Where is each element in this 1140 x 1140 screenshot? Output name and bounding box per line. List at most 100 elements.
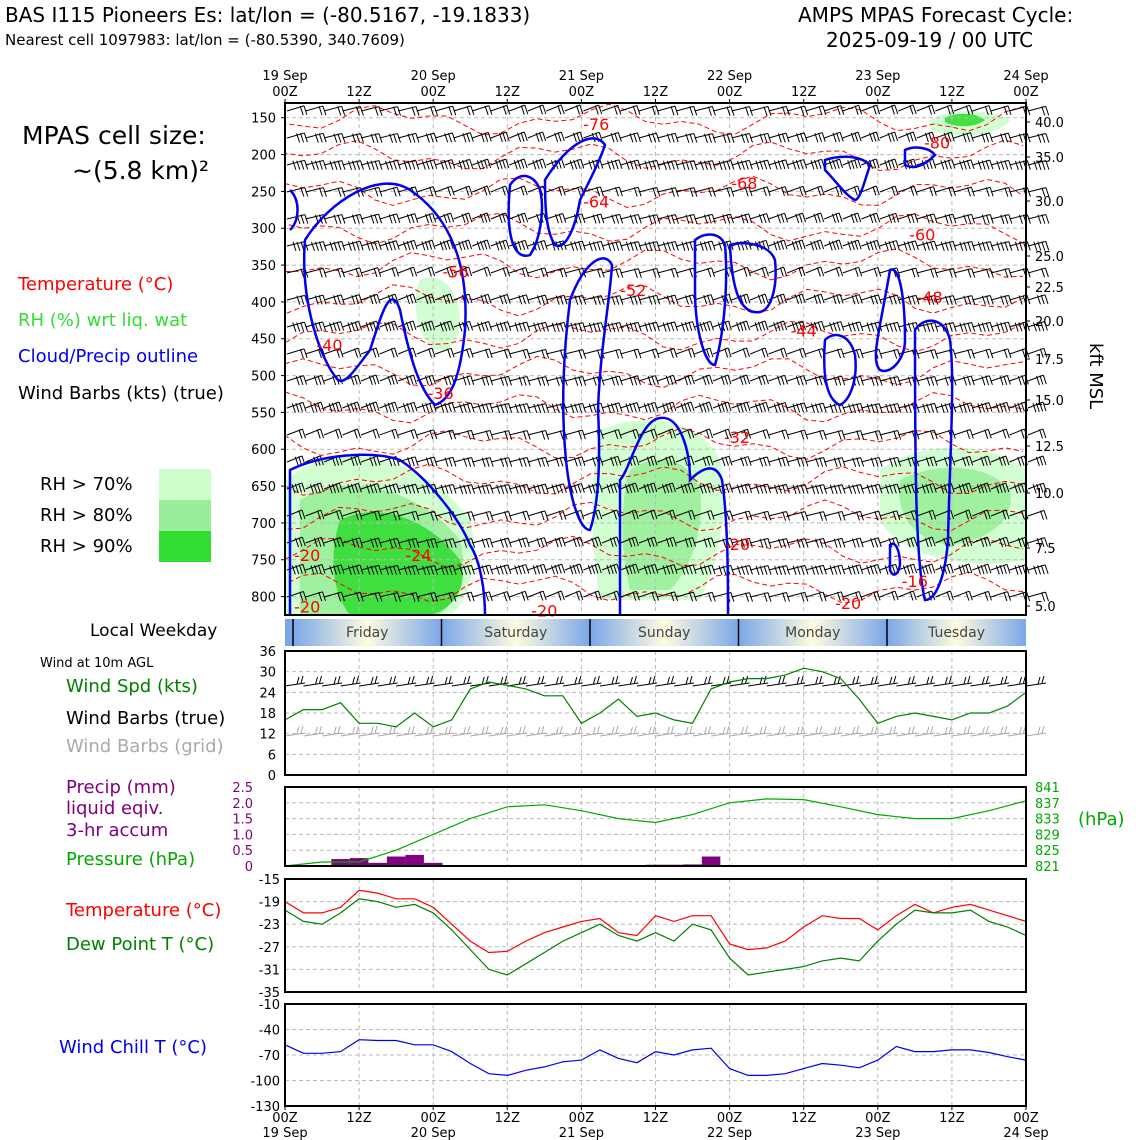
kft-tick-label: 17.5 <box>1035 353 1064 368</box>
top-time-label: 00Z <box>569 85 595 100</box>
wind-barb <box>972 295 994 305</box>
wind-barb <box>731 374 751 386</box>
wind-barb <box>731 510 753 521</box>
bottom-time-label: 00Z <box>865 1111 891 1126</box>
wind-barb <box>787 347 807 358</box>
wind-barb <box>305 591 326 602</box>
wind-barb <box>546 483 567 494</box>
chill-ytick-label: -10 <box>259 998 280 1013</box>
wind-barb <box>694 106 716 116</box>
top-time-label: 12Z <box>939 85 965 100</box>
temp-contour-label: -36 <box>428 384 454 403</box>
cloud-outline-3 <box>543 137 607 247</box>
wind-barb-true <box>377 675 398 687</box>
wind-barb <box>1027 482 1047 494</box>
wind-barb <box>805 429 827 440</box>
legend-rh70-swatch <box>159 469 211 500</box>
wind-barb <box>694 347 714 358</box>
wind-barb <box>898 213 919 224</box>
wind-barb <box>712 213 735 224</box>
temp-contour-12 <box>284 535 1024 569</box>
pressure-ytick-label: 829 <box>1035 828 1060 843</box>
wind-barb <box>527 590 547 601</box>
wind-barb <box>990 428 1010 439</box>
pressure-ytick-label: 841 <box>1035 781 1060 796</box>
wind-barb <box>620 132 641 143</box>
wind-barb <box>472 511 494 521</box>
wind-barb <box>694 455 714 467</box>
wind-barb <box>527 349 550 359</box>
kft-tick-label: 40.0 <box>1035 116 1064 131</box>
wind-barb <box>546 510 567 521</box>
temp-contour-label: -24 <box>405 546 431 565</box>
wind-barb <box>731 159 753 170</box>
wind-barb <box>305 241 327 252</box>
wind-barb <box>935 563 954 575</box>
wind-barb <box>768 266 788 277</box>
temp-ytick-label: -19 <box>259 896 280 911</box>
wind-barbs-grid-label: Wind Barbs (grid) <box>66 736 224 757</box>
wind-barb <box>842 266 863 277</box>
wind-barb <box>805 484 828 495</box>
pressure-tick-label: 800 <box>251 591 276 606</box>
weekday-label: Monday <box>785 625 840 641</box>
wind-barb <box>305 374 326 386</box>
wind-barb <box>583 590 602 601</box>
wind-barb <box>935 186 956 197</box>
wind-barb <box>916 349 939 359</box>
wind-barb <box>879 349 902 359</box>
wind-barb <box>342 267 364 278</box>
wind-barb <box>990 187 1013 197</box>
wind-barb <box>638 132 660 143</box>
precip-bar <box>368 862 387 866</box>
wind-barb <box>861 239 881 251</box>
wind-barb <box>509 510 531 521</box>
wind-barb <box>879 510 901 521</box>
wind-barb <box>786 320 807 332</box>
wind-barb <box>1027 509 1048 520</box>
wind-barb <box>842 104 863 115</box>
top-time-label: 00Z <box>272 85 298 100</box>
wind-barb <box>787 132 808 143</box>
temp-contour-2 <box>284 175 1024 209</box>
wind-barb <box>472 105 493 116</box>
wind-barb <box>824 239 843 251</box>
wind-barb-true <box>396 675 417 687</box>
wind-barb <box>509 457 531 467</box>
wind-barb <box>805 185 825 196</box>
temp-ytick-label: -23 <box>259 918 280 933</box>
wind-barb <box>1009 132 1031 143</box>
wind-barb <box>787 159 808 170</box>
wind-barb <box>750 592 772 602</box>
weekday-label: Friday <box>346 625 388 641</box>
wind-barb <box>824 511 846 521</box>
wind-ytick-label: 36 <box>259 645 276 660</box>
pressure-ytick-label: 821 <box>1035 860 1060 875</box>
wind-barb <box>490 537 512 548</box>
wind-barb <box>638 563 659 575</box>
wind-barb <box>1009 482 1028 494</box>
wind-barb <box>490 212 510 224</box>
wind-barb <box>546 213 567 224</box>
wind-barb <box>472 239 491 251</box>
wind-barb <box>824 591 845 602</box>
wind-barb <box>305 401 325 413</box>
wind-barb <box>879 240 900 251</box>
wind-barb <box>916 376 939 386</box>
wind-barb <box>435 293 454 305</box>
cycle-time: 2025-09-19 / 00 UTC <box>826 28 1034 52</box>
wind-barb <box>731 428 752 439</box>
wind-barb-true <box>284 675 306 687</box>
wind-barb <box>861 267 882 278</box>
wind-barb <box>1009 428 1028 439</box>
wind-barb <box>749 213 771 224</box>
wind-barb <box>861 131 880 143</box>
wind-barb <box>601 213 624 224</box>
wind-barb <box>398 483 420 494</box>
temp-contour-label: -44 <box>791 321 817 340</box>
wind-barb <box>935 240 957 251</box>
wind10m-label: Wind at 10m AGL <box>40 656 154 671</box>
wind-barb <box>1027 537 1049 548</box>
wind-barb <box>342 294 363 305</box>
wind-barb <box>397 374 417 386</box>
